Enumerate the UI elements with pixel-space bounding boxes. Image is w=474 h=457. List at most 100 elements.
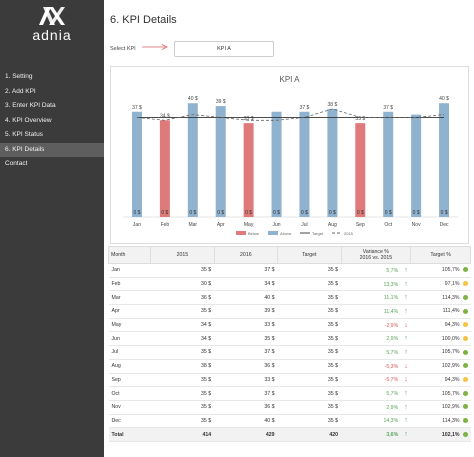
chart-tick-label: Mar	[188, 222, 197, 228]
variance-value: 13,3%	[383, 281, 399, 288]
status-dot-icon	[462, 363, 468, 369]
chart-data-label: 39 $	[216, 99, 226, 105]
chart-bar	[299, 111, 310, 217]
variance-value: 5,7%	[386, 267, 399, 274]
table-row: May 34 $33 $35 $ -2,9% ↓ 94,3%	[108, 318, 471, 333]
header-target-pct: Target %	[410, 246, 471, 264]
cell-target: 35 $	[277, 290, 342, 306]
header-variance: Variance % 2016 vs. 2015	[340, 246, 412, 264]
chart-base-label: 0 $	[133, 210, 140, 216]
cell-month: Dec	[108, 414, 151, 429]
chart-tick-label: Jul	[301, 222, 307, 228]
chart-data-label: 33 $	[355, 116, 365, 122]
variance-value: 5,7%	[386, 349, 399, 356]
arrow-up-icon: ↑	[404, 280, 408, 288]
kpi-chart: KPI A 37 $ 0 $ Jan 34 $ 0 $ Feb 40 $ 0 $ Mar 39 $…	[110, 66, 469, 244]
chart-bar	[439, 103, 450, 217]
cell-2015: 38 $	[150, 359, 215, 374]
cell-2015: 35 $	[150, 373, 215, 388]
table-row: Nov 35 $36 $35 $2,9% ↑ 102,9%	[108, 400, 471, 415]
cell-target: 35 $	[277, 277, 342, 292]
status-dot-icon	[462, 431, 468, 437]
target-pct-value: 97,1%	[444, 281, 460, 288]
variance-value: 14,3%	[383, 418, 399, 425]
cell-target: 35 $	[277, 414, 342, 429]
status-dot-icon	[462, 390, 468, 396]
chart-tick-label: Dec	[440, 222, 449, 228]
nav-item-setting[interactable]: 1. Setting	[5, 73, 33, 80]
chart-base-label: 0 $	[413, 210, 420, 216]
chart-title: KPI A	[279, 75, 300, 84]
cell-2015: 35 $	[150, 345, 215, 360]
table-row: Oct 35 $37 $35 $5,7% ↑ 105,7%	[108, 386, 471, 401]
chart-bar	[215, 106, 226, 217]
cell-target: 35 $	[277, 400, 342, 415]
nav-item-kpi-overview[interactable]: 4. KPI Overview	[5, 116, 52, 124]
variance-value: 11,4%	[383, 308, 399, 315]
arrow-up-icon: ↑	[404, 348, 408, 356]
nav-item-kpi-status[interactable]: 5. KPI Status	[5, 131, 43, 138]
cell-month: Feb	[108, 277, 151, 292]
variance-value: -5,3%	[384, 363, 399, 370]
table-row: Jul 35 $37 $35 $5,7% ↑ 105,7%	[108, 345, 471, 360]
main-content: 6. KPI Details Select KPI KPI A KPI A 37…	[104, 0, 474, 457]
nav-item-enter-kpi-data[interactable]: 3. Enter KPI Data	[5, 102, 56, 109]
variance-value: 11,1%	[383, 295, 399, 302]
cell-month: Mar	[108, 290, 151, 306]
sidebar: adnia 1. Setting 2. Add KPI 3. Enter KPI…	[0, 0, 104, 457]
chart-tick-label: Jan	[133, 222, 141, 228]
cell-target-pct: 102,1%	[410, 427, 471, 442]
table-row: Mar 36 $40 $35 $ 11,1% ↑ 114,3%	[108, 290, 471, 306]
chart-bar	[243, 123, 254, 217]
legend-swatch	[268, 231, 278, 235]
cell-month: Nov	[108, 400, 151, 415]
variance-value: 2,9%	[386, 336, 399, 343]
cell-2015: 414	[150, 427, 215, 442]
cell-2016: 37 $	[214, 386, 278, 401]
chart-tick-label: Aug	[328, 222, 337, 228]
cell-target-pct: 94,3%	[410, 373, 471, 388]
cell-variance: 13,3% ↑	[341, 277, 411, 292]
chart-tick-label: Oct	[384, 222, 392, 228]
cell-variance: -5,3% ↓	[341, 359, 411, 374]
nav-item-kpi-details[interactable]: 6. KPI Details	[0, 142, 104, 157]
cell-variance: -5,7% ↓	[341, 373, 411, 388]
nav-item-add-kpi[interactable]: 2. Add KPI	[5, 87, 36, 95]
cell-2015: 35 $	[150, 386, 215, 401]
nav-item-contact[interactable]: Contact	[5, 160, 28, 167]
cell-2015: 35 $	[150, 304, 215, 319]
cell-2016: 429	[214, 427, 278, 442]
chart-tick-label: Nov	[412, 222, 421, 228]
cell-target-pct: 105,7%	[410, 345, 471, 360]
table-row: Jun 34 $35 $35 $2,9% ↑ 100,0%	[108, 331, 471, 347]
cell-2016: 36 $	[214, 359, 278, 374]
chart-base-label: 0 $	[217, 210, 224, 216]
arrow-up-icon: ↑	[404, 403, 408, 411]
status-dot-icon	[462, 281, 468, 287]
chart-bar	[187, 103, 198, 217]
status-dot-icon	[462, 349, 468, 355]
cell-target: 35 $	[277, 263, 342, 278]
table-row: Sep 35 $33 $35 $ -5,7% ↓ 94,3%	[108, 373, 471, 388]
chart-data-label: 40 $	[439, 96, 449, 102]
cell-2016: 40 $	[214, 414, 278, 429]
cell-target: 35 $	[277, 373, 342, 388]
arrow-up-icon: ↑	[404, 417, 408, 425]
target-pct-value: 111,4%	[442, 308, 460, 315]
arrow-right-icon	[142, 44, 168, 50]
cell-2016: 33 $	[214, 318, 278, 333]
cell-month: Jul	[108, 345, 151, 360]
cell-2016: 37 $	[214, 345, 278, 360]
cell-2015: 34 $	[150, 331, 215, 347]
kpi-select-dropdown[interactable]: KPI A	[174, 41, 274, 57]
cell-variance: 2,9% ↑	[341, 331, 411, 347]
chart-tick-label: Sep	[356, 222, 365, 228]
chart-tick-label: Feb	[161, 222, 170, 228]
cell-2016: 33 $	[214, 373, 278, 388]
chart-base-label: 0 $	[273, 210, 280, 216]
cell-target-pct: 100,0%	[410, 331, 471, 347]
cell-variance: -2,9% ↓	[341, 318, 411, 333]
arrow-up-icon: ↑	[404, 431, 408, 439]
cell-target-pct: 105,7%	[410, 386, 471, 401]
chart-bar	[271, 111, 282, 217]
